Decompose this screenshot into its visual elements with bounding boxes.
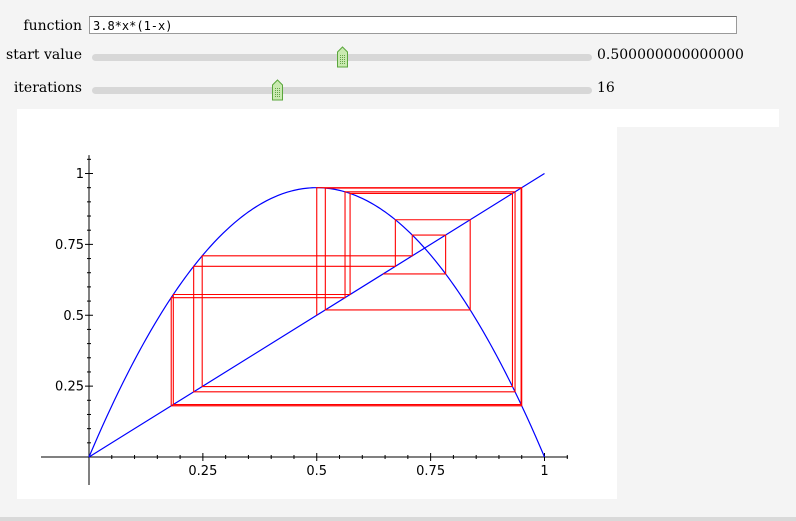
plot-panel: 0.25 0.5 0.75 1 0.25 0.5 0.75 1	[17, 127, 617, 499]
x-tick-label: 0.25	[188, 464, 217, 479]
y-tick-label: 0.75	[55, 238, 84, 253]
start-value-label: start value	[6, 47, 82, 63]
controls-panel: function 3.8*x*(1-x) start value 0.50000…	[0, 0, 796, 127]
slider-grip-icon[interactable]	[271, 79, 284, 101]
output-strip	[17, 109, 779, 127]
iterations-readout: 16	[597, 80, 615, 96]
cobweb-path	[170, 187, 523, 407]
x-tick-label: 1	[540, 464, 548, 479]
slider-grip-icon[interactable]	[336, 46, 349, 68]
start-value-readout: 0.500000000000000	[597, 47, 744, 63]
function-label: function	[23, 18, 82, 34]
x-tick-label: 0.5	[306, 464, 327, 479]
iterations-label: iterations	[13, 80, 82, 96]
bottom-rule	[0, 517, 796, 521]
y-tick-label: 0.25	[55, 380, 84, 395]
function-input[interactable]: 3.8*x*(1-x)	[89, 16, 737, 34]
x-tick-label: 0.75	[416, 464, 445, 479]
cobweb-chart: 0.25 0.5 0.75 1 0.25 0.5 0.75 1	[41, 155, 569, 485]
iterations-slider[interactable]	[92, 87, 592, 94]
y-tick-label: 1	[76, 167, 84, 182]
y-tick-label: 0.5	[63, 309, 84, 324]
